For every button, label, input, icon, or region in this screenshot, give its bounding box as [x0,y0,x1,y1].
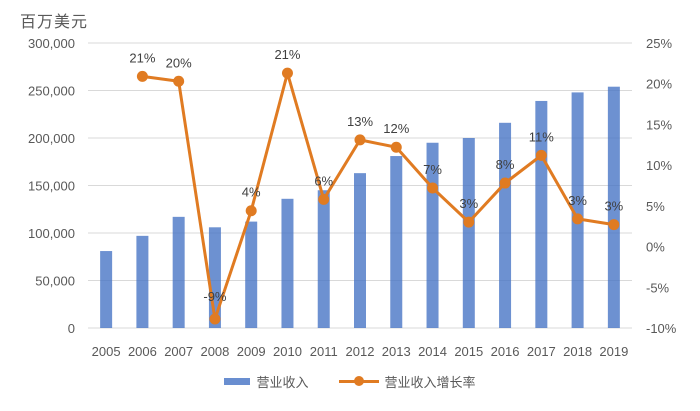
revenue-bar[interactable] [317,190,330,328]
growth-point[interactable] [427,182,439,194]
growth-point[interactable] [209,313,221,325]
right-tick-label: 20% [646,77,672,92]
right-tick-label: -5% [646,280,670,295]
x-tick-label: 2019 [599,344,628,359]
x-tick-label: 2005 [92,344,121,359]
x-tick-label: 2007 [164,344,193,359]
x-tick-label: 2018 [563,344,592,359]
right-y-axis: -10% -5% 0% 5% 10% 15% 20% 25% [646,36,677,336]
x-tick-label: 2015 [454,344,483,359]
growth-point[interactable] [245,205,257,217]
revenue-bar[interactable] [281,198,294,328]
left-tick-label: 50,000 [35,274,75,289]
x-tick-label: 2012 [346,344,375,359]
growth-data-label: 4% [242,185,261,200]
x-tick-label: 2016 [491,344,520,359]
growth-line: 21% 20% -9% 4% 21% 6% 13% 12% 7% 3% 8% 11% 3% 3% [129,47,624,325]
revenue-bar[interactable] [462,138,475,328]
x-tick-label: 2017 [527,344,556,359]
legend-item-revenue[interactable]: 营业收入 [224,372,309,391]
growth-data-label: 20% [166,55,192,70]
growth-point[interactable] [463,216,475,228]
x-tick-label: 2013 [382,344,411,359]
legend-item-growth[interactable]: 营业收入增长率 [338,372,476,391]
revenue-bar[interactable] [100,251,113,328]
x-tick-label: 2010 [273,344,302,359]
growth-data-label: 21% [274,47,300,62]
left-tick-label: 0 [68,321,75,336]
growth-data-label: 12% [383,121,409,136]
left-tick-label: 100,000 [28,226,75,241]
legend-label-growth: 营业收入增长率 [384,375,476,390]
growth-data-label: 3% [604,199,623,214]
left-tick-label: 150,000 [28,179,75,194]
growth-point[interactable] [136,70,148,82]
revenue-bar[interactable] [499,122,512,328]
right-tick-label: 10% [646,158,672,173]
growth-data-label: 11% [529,129,554,144]
growth-point[interactable] [318,193,330,205]
growth-point[interactable] [354,134,366,146]
x-tick-label: 2011 [310,344,338,359]
revenue-bar[interactable] [172,216,185,328]
growth-data-label: 3% [459,196,478,211]
revenue-bar[interactable] [571,92,584,329]
growth-point[interactable] [572,213,584,225]
legend-label-revenue: 营业收入 [256,375,309,390]
growth-line-path [142,71,615,321]
revenue-bar[interactable] [607,86,620,328]
right-tick-label: 25% [646,36,672,51]
unit-label: 百万美元 [20,12,89,31]
growth-data-label: 13% [347,114,373,129]
growth-point[interactable] [390,141,402,153]
x-tick-label: 2009 [237,344,266,359]
revenue-bar[interactable] [245,221,258,328]
revenue-bar[interactable] [136,235,149,328]
x-tick-label: 2014 [418,344,447,359]
growth-point[interactable] [173,75,185,87]
left-tick-label: 200,000 [28,131,75,146]
x-tick-label: 2008 [200,344,229,359]
growth-data-label: -9% [203,289,227,304]
revenue-bar[interactable] [354,173,366,328]
right-tick-label: -10% [646,321,677,336]
bar-swatch-icon [224,378,251,385]
left-y-axis: 0 50,000 100,000 150,000 200,000 250,000 300,0… [28,36,75,336]
growth-point[interactable] [281,67,293,79]
growth-data-label: 21% [129,50,155,65]
left-tick-label: 250,000 [28,84,75,99]
growth-point[interactable] [499,177,511,189]
growth-data-label: 6% [314,173,333,188]
line-marker-swatch-icon [338,376,379,386]
right-tick-label: 0% [646,240,665,255]
legend: 营业收入 营业收入增长率 [0,372,700,391]
right-tick-label: 5% [646,199,665,214]
left-tick-label: 300,000 [28,36,75,51]
x-tick-label: 2006 [128,344,157,359]
growth-data-label: 3% [568,193,587,208]
x-axis: 2005 2006 2007 2008 2009 2010 2011 2012 2013 2014… [92,344,629,359]
revenue-bar[interactable] [390,156,403,328]
right-tick-label: 15% [646,117,672,132]
growth-data-label: 7% [423,162,442,177]
growth-point[interactable] [535,149,547,161]
growth-point[interactable] [608,219,620,231]
growth-data-label: 8% [496,157,515,172]
